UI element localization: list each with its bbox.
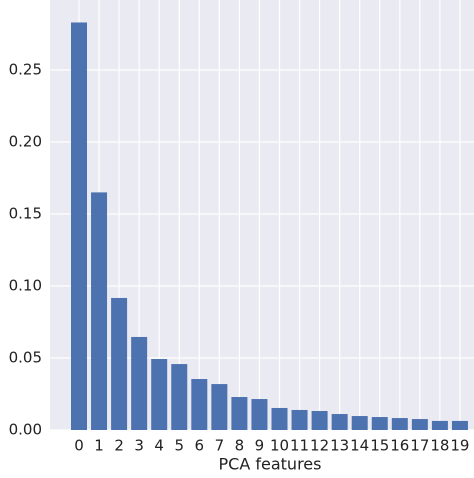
x-tick-label: 2: [114, 437, 124, 455]
y-tick-label: 0.20: [9, 132, 42, 150]
bar: [131, 336, 148, 430]
x-tick-label: 5: [174, 437, 184, 455]
x-axis-label: PCA features: [219, 455, 322, 474]
x-tick-label: 17: [410, 437, 429, 455]
bar: [391, 418, 408, 430]
bar: [311, 410, 328, 430]
bar: [231, 397, 248, 430]
x-tick-label: 16: [390, 437, 409, 455]
bar: [351, 416, 368, 430]
bar: [431, 420, 448, 430]
x-tick-label: 9: [255, 437, 265, 455]
y-tick-label: 0.05: [9, 348, 42, 366]
bar: [331, 414, 348, 430]
bar: [91, 192, 108, 430]
bar: [451, 420, 468, 430]
x-tick-label: 11: [290, 437, 309, 455]
bar: [111, 297, 128, 430]
x-tick-label: 4: [154, 437, 164, 455]
bar: [191, 379, 208, 430]
x-tick-label: 6: [195, 437, 205, 455]
bar: [371, 417, 388, 430]
x-tick-label: 7: [215, 437, 225, 455]
x-tick-label: 3: [134, 437, 144, 455]
bar: [271, 407, 288, 430]
bar: [151, 359, 168, 430]
y-tick-label: 0.00: [9, 421, 42, 439]
x-tick-label: 13: [330, 437, 349, 455]
x-tick-label: 19: [450, 437, 469, 455]
x-tick-label: 8: [235, 437, 245, 455]
x-tick-label: 15: [370, 437, 389, 455]
y-tick-label: 0.15: [9, 204, 42, 222]
x-tick-label: 18: [430, 437, 449, 455]
x-tick-label: 10: [270, 437, 289, 455]
bar: [251, 399, 268, 430]
y-tick-label: 0.10: [9, 276, 42, 294]
bar: [171, 364, 188, 430]
x-tick-label: 1: [94, 437, 104, 455]
y-tick-label: 0.25: [9, 60, 42, 78]
bar: [291, 409, 308, 430]
x-tick-label: 12: [310, 437, 329, 455]
bar: [211, 384, 228, 430]
x-tick-label: 14: [350, 437, 369, 455]
x-tick-label: 0: [74, 437, 84, 455]
bar: [71, 22, 87, 430]
bar: [411, 419, 428, 430]
